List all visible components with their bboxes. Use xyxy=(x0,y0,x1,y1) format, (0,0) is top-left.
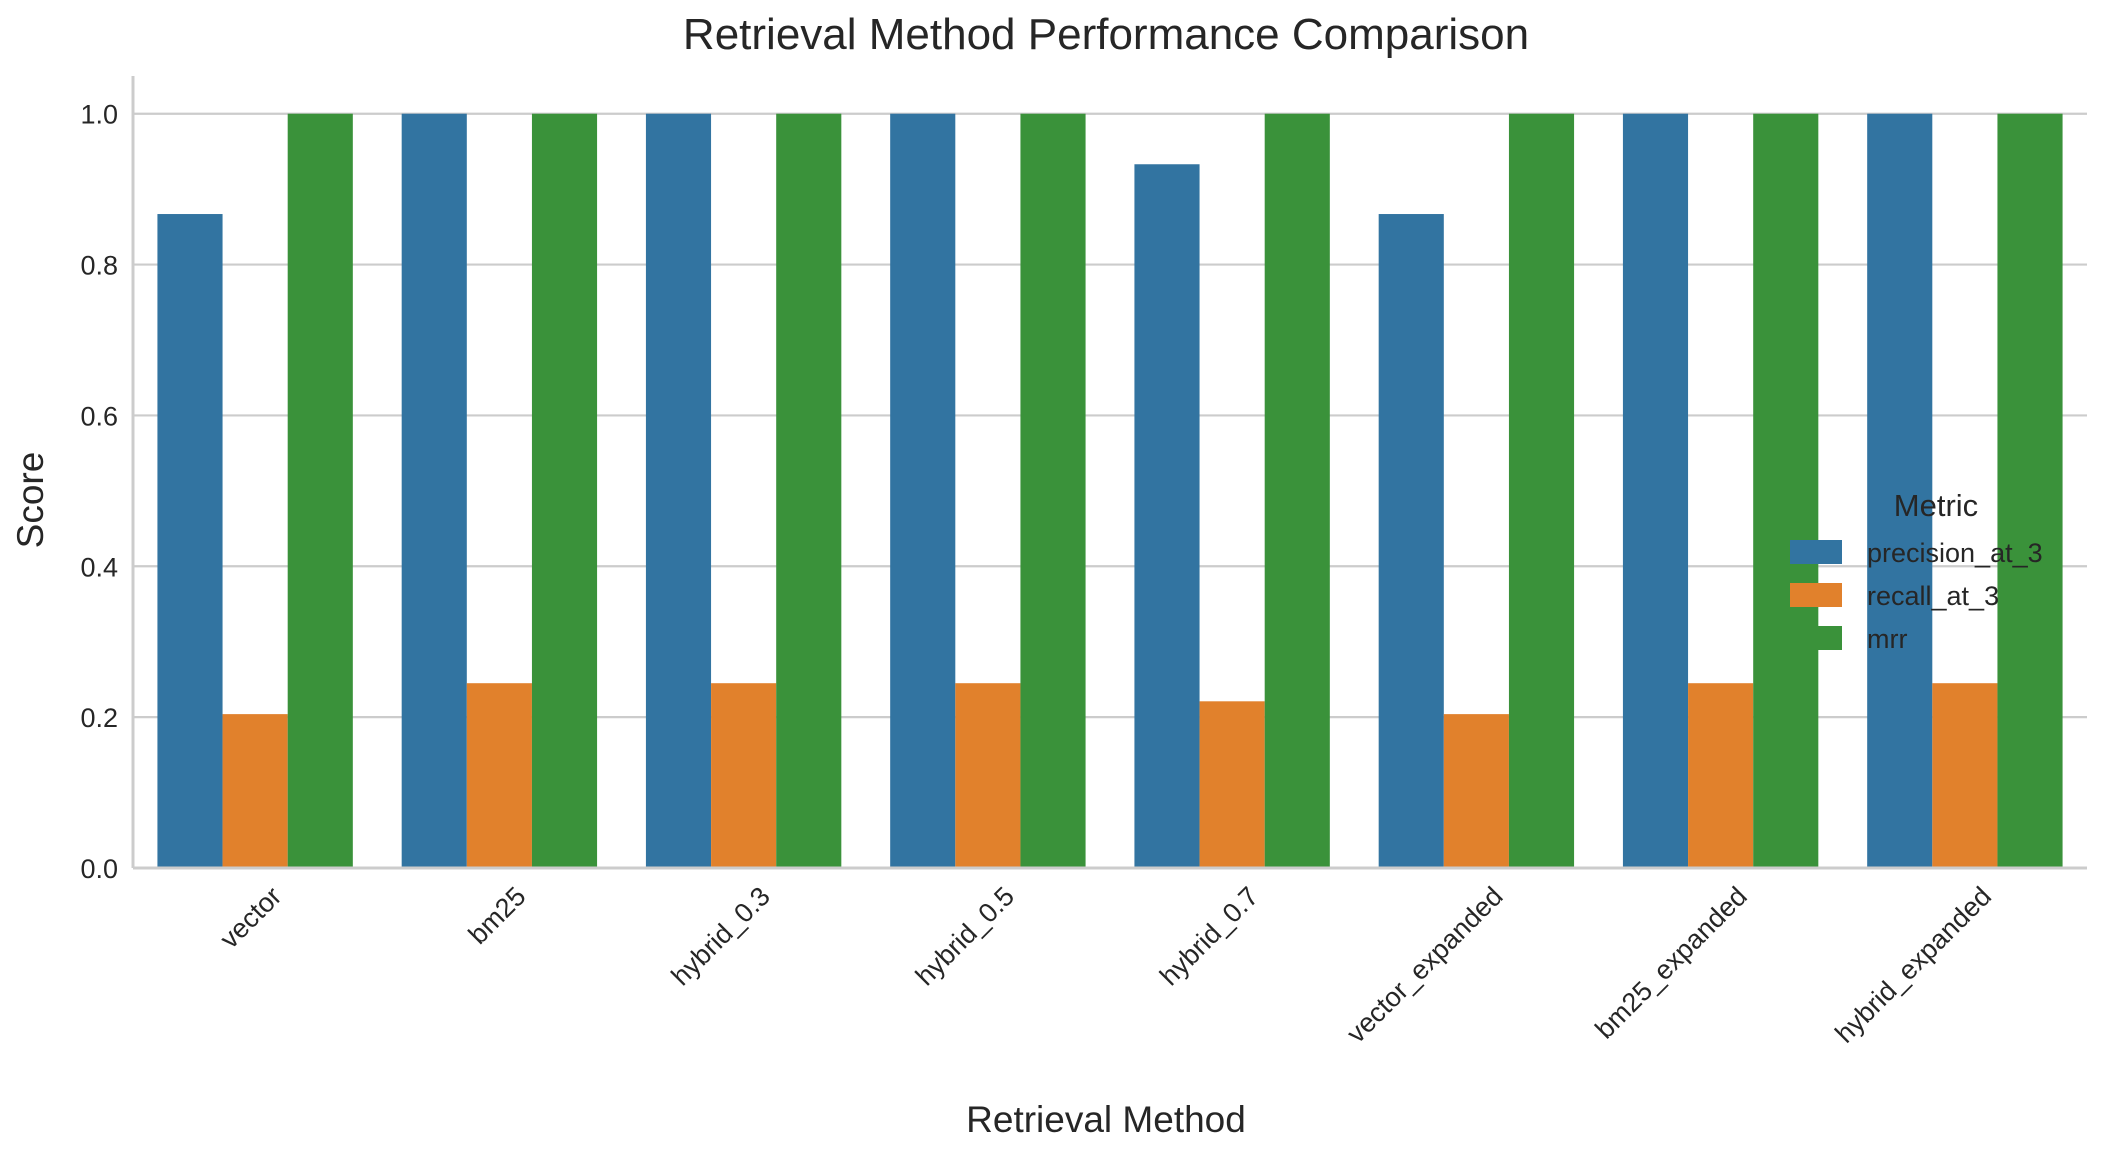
bar-precision_at_3 xyxy=(401,113,467,868)
bar-recall_at_3 xyxy=(1199,701,1265,868)
y-tick-label: 0.8 xyxy=(80,251,118,281)
y-tick-label: 0.0 xyxy=(80,854,118,884)
x-tick-label: hybrid_expanded xyxy=(1829,881,1997,1049)
legend-swatch xyxy=(1790,626,1842,650)
legend-label: precision_at_3 xyxy=(1867,538,2043,568)
y-axis-label: Score xyxy=(10,452,51,549)
bar-precision_at_3 xyxy=(1622,113,1689,868)
bar-mrr xyxy=(776,113,842,868)
bars xyxy=(157,113,2063,868)
legend-swatch xyxy=(1790,540,1842,564)
x-tick-labels: vector bm25 hybrid_0.3 hybrid_0.5 hybrid_0.7… xyxy=(214,881,1997,1049)
y-tick-label: 0.6 xyxy=(80,401,118,431)
y-tick-label: 1.0 xyxy=(80,100,118,130)
bar-mrr xyxy=(1997,113,2063,868)
bar-precision_at_3 xyxy=(1134,164,1200,868)
bar-mrr xyxy=(1753,113,1819,868)
y-tick-label: 0.2 xyxy=(80,703,118,733)
x-tick-label: hybrid_0.5 xyxy=(910,881,1020,991)
bar-recall_at_3 xyxy=(466,683,532,868)
bar-precision_at_3 xyxy=(1378,214,1444,868)
bar-recall_at_3 xyxy=(1688,683,1754,868)
bar-recall_at_3 xyxy=(222,714,288,868)
bar-recall_at_3 xyxy=(955,683,1021,868)
x-tick-label: vector_expanded xyxy=(1341,881,1509,1049)
x-tick-label: bm25_expanded xyxy=(1589,881,1752,1044)
x-tick-label: hybrid_0.3 xyxy=(665,881,775,991)
axis-spines xyxy=(131,76,2087,870)
bar-recall_at_3 xyxy=(1932,683,1998,868)
bar-precision_at_3 xyxy=(1867,113,1933,868)
bar-recall_at_3 xyxy=(1443,714,1509,868)
bar-mrr xyxy=(1508,113,1575,868)
bar-mrr xyxy=(287,113,353,868)
y-tick-label: 0.4 xyxy=(80,552,118,582)
x-tick-label: bm25 xyxy=(463,881,532,950)
x-axis-label: Retrieval Method xyxy=(966,1099,1246,1140)
legend-swatch xyxy=(1790,583,1842,607)
x-tick-label: vector xyxy=(214,881,287,954)
bar-mrr xyxy=(1264,113,1330,868)
bar-precision_at_3 xyxy=(157,214,223,868)
bar-mrr xyxy=(531,113,598,868)
bar-precision_at_3 xyxy=(890,113,956,868)
bar-mrr xyxy=(1020,113,1086,868)
chart-title: Retrieval Method Performance Comparison xyxy=(683,10,1529,59)
y-tick-labels: 0.0 0.2 0.4 0.6 0.8 1.0 xyxy=(80,100,118,884)
x-tick-label: hybrid_0.7 xyxy=(1154,881,1264,991)
bar-precision_at_3 xyxy=(645,113,712,868)
bar-recall_at_3 xyxy=(711,683,777,868)
legend-label: recall_at_3 xyxy=(1867,581,1999,611)
legend-title: Metric xyxy=(1894,488,1978,523)
legend-label: mrr xyxy=(1867,624,1907,654)
